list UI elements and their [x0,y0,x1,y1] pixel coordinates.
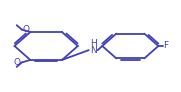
Text: O: O [14,58,21,67]
Text: H: H [90,39,97,48]
Text: O: O [23,25,30,34]
Text: F: F [163,41,169,51]
Text: N: N [90,46,97,55]
